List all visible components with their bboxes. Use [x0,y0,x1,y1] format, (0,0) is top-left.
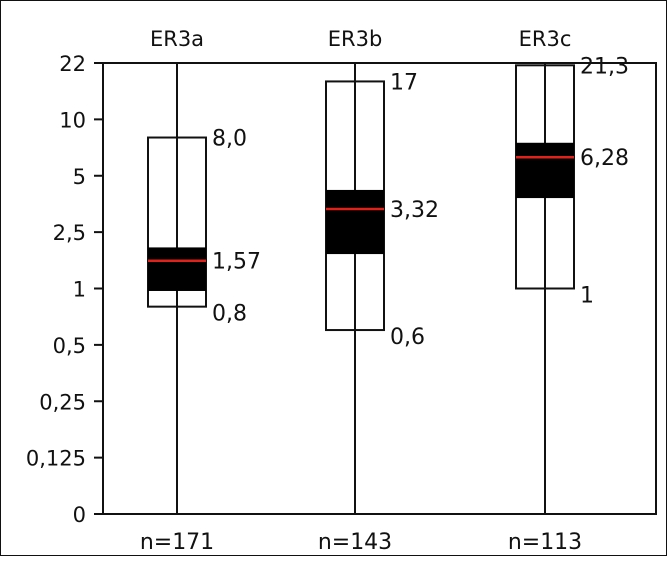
iqr-box [326,189,384,255]
median-label: 6,28 [580,146,629,171]
y-tick-label: 5 [73,165,86,189]
upper-label: 8,0 [212,127,247,152]
y-tick-label: 0,25 [39,390,86,414]
count-label: n=143 [318,530,392,555]
upper-label: 17 [390,70,418,95]
count-label: n=171 [140,530,214,555]
lower-label: 1 [580,284,594,309]
count-label: n=113 [508,530,582,555]
box-er3b: 17 3,32 0,6 [325,63,439,514]
lower-label: 0,8 [212,302,247,327]
iqr-box [516,142,574,199]
category-label: ER3a [150,27,204,51]
upper-label: 21,3 [580,54,629,79]
box-er3c: 21,3 6,28 1 [515,54,629,514]
iqr-box [148,247,206,291]
category-label: ER3b [328,27,383,51]
y-tick-label: 0 [73,503,86,527]
count-labels: n=171 n=143 n=113 [140,530,582,555]
y-tick-label: 22 [59,52,86,76]
box-er3a: 8,0 1,57 0,8 [147,63,261,514]
y-tick-label: 0,5 [53,334,86,358]
range-box [147,136,207,308]
y-tick-label: 2,5 [53,221,86,245]
y-tick-label: 0,125 [26,447,86,471]
category-label: ER3c [519,27,572,51]
lower-label: 0,6 [390,325,425,350]
y-tick-label: 10 [59,108,86,132]
median-label: 3,32 [390,198,439,223]
median-label: 1,57 [212,250,261,275]
category-labels: ER3a ER3b ER3c [150,27,571,51]
y-tick-label: 1 [73,278,86,302]
boxes-group: 8,0 1,57 0,8 17 3,32 0,6 21,3 6,28 1 [147,54,629,514]
y-axis: 22 10 5 2,5 1 0,5 0,25 0,125 0 [26,52,103,527]
